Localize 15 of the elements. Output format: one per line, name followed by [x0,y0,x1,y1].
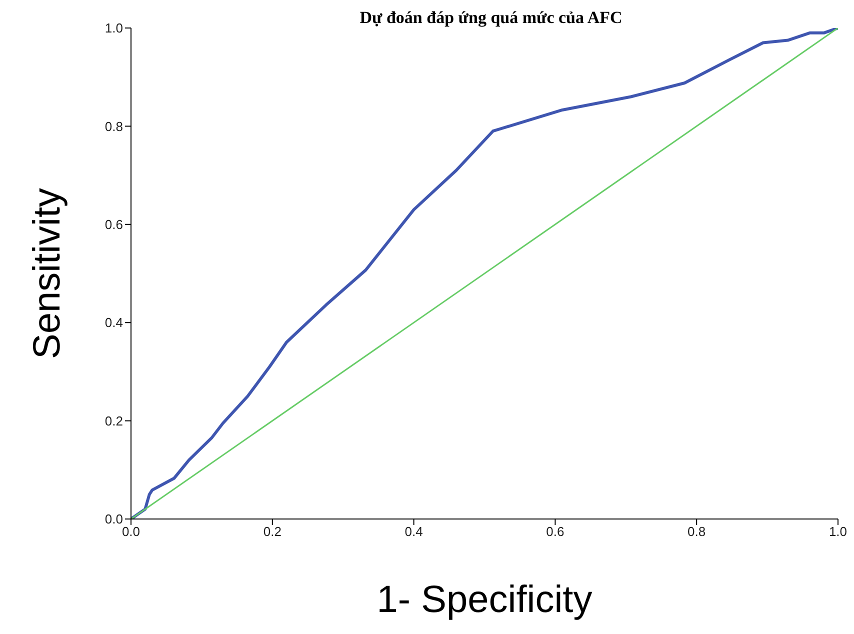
y-tick-label: 0.8 [104,118,123,134]
x-tick-label: 0.6 [546,524,564,540]
x-axis-title: 1- Specificity [376,579,592,621]
y-axis-title: Sensitivity [26,188,68,360]
y-tick-label: 1.0 [104,20,123,36]
x-tick-label: 0.4 [404,524,423,540]
x-tick-label: 0.0 [122,524,140,540]
y-tick-label: 0.2 [104,413,123,428]
y-tick-label: 0.6 [104,217,123,232]
chart-title: Dự đoán đáp ứng quá mức của AFC [358,8,624,28]
x-tick-label: 1.0 [828,524,848,540]
x-tick-label: 0.8 [688,524,706,540]
y-tick-label: 0.0 [104,512,123,527]
y-tick-label: 0.4 [104,315,123,330]
x-tick-label: 0.2 [263,524,282,540]
